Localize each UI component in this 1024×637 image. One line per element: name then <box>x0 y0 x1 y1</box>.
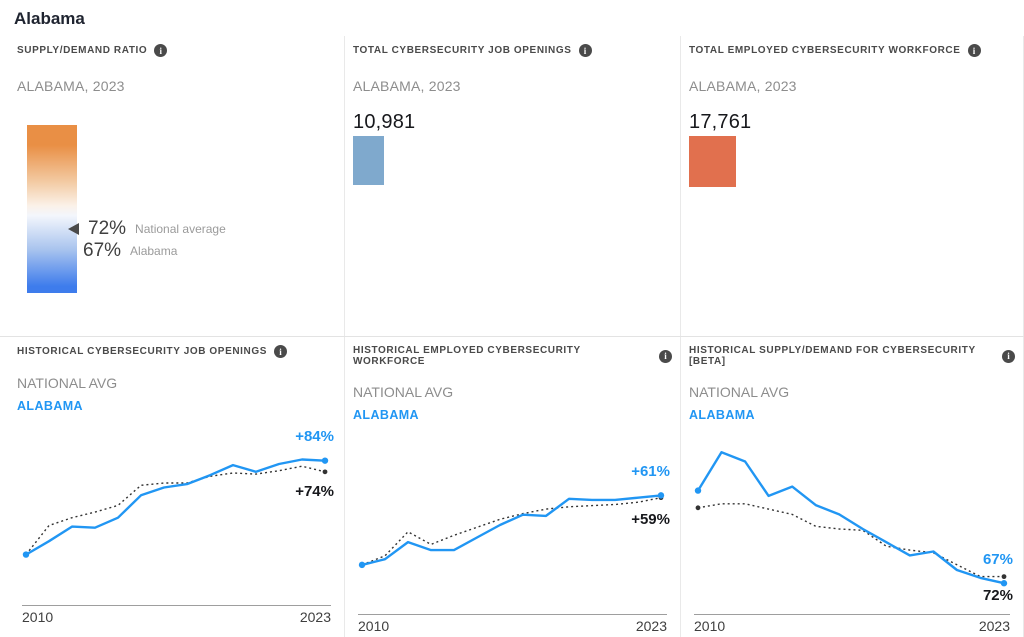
bottom-row: HISTORICAL CYBERSECURITY JOB OPENINGS i … <box>0 337 1024 637</box>
state-end-label: 67% <box>982 551 1013 568</box>
state-value: 67% <box>83 239 122 261</box>
legend-national-avg: NATIONAL AVG <box>17 375 118 391</box>
job-openings-value: 10,981 <box>353 111 416 133</box>
job-openings-panel: TOTAL CYBERSECURITY JOB OPENINGS i ALABA… <box>345 36 681 336</box>
info-icon[interactable]: i <box>659 349 672 363</box>
chart-canvas <box>22 457 329 558</box>
x-tick-start: 2010 <box>358 618 390 634</box>
x-tick-end: 2023 <box>299 609 331 625</box>
supply-demand-header: SUPPLY/DEMAND RATIO i <box>17 44 336 57</box>
panel-subtitle: ALABAMA, 2023 <box>17 78 125 94</box>
info-icon[interactable]: i <box>578 44 592 57</box>
x-tick-end: 2023 <box>978 618 1010 634</box>
panel-subtitle: ALABAMA, 2023 <box>353 78 461 94</box>
workforce-value: 17,761 <box>689 111 752 133</box>
x-tick-start: 2010 <box>694 618 726 634</box>
job-openings-bar <box>353 136 384 185</box>
national-end-label: 72% <box>982 587 1013 604</box>
top-row: SUPPLY/DEMAND RATIO i ALABAMA, 2023 72% … <box>0 36 1024 337</box>
historical-workforce-panel: HISTORICAL EMPLOYED CYBERSECURITY WORKFO… <box>345 337 681 637</box>
page-title: Alabama <box>14 9 85 28</box>
supply-demand-marker: 72% National average 67% Alabama <box>68 218 226 261</box>
job-openings-line-chart[interactable]: +84% +74% <box>22 426 334 606</box>
historical-workforce-header: HISTORICAL EMPLOYED CYBERSECURITY WORKFO… <box>353 345 672 367</box>
job-openings-header: TOTAL CYBERSECURITY JOB OPENINGS i <box>353 44 672 57</box>
panel-title: HISTORICAL SUPPLY/DEMAND FOR CYBERSECURI… <box>689 345 976 367</box>
workforce-bar <box>689 136 736 187</box>
national-end-label: +59% <box>631 511 670 528</box>
state-end-label: +84% <box>295 428 334 445</box>
legend-alabama: ALABAMA <box>353 408 419 422</box>
supply-demand-line-chart[interactable]: 67% 72% <box>694 435 1013 615</box>
chart-canvas <box>694 451 1008 587</box>
info-icon[interactable]: i <box>1002 349 1015 363</box>
historical-supply-demand-header: HISTORICAL SUPPLY/DEMAND FOR CYBERSECURI… <box>689 345 1015 367</box>
x-tick-start: 2010 <box>22 609 54 625</box>
national-end-label: +74% <box>295 483 334 500</box>
panel-title: TOTAL CYBERSECURITY JOB OPENINGS <box>353 45 572 56</box>
historical-job-openings-panel: HISTORICAL CYBERSECURITY JOB OPENINGS i … <box>9 337 345 637</box>
state-end-label: +61% <box>631 463 670 480</box>
workforce-line-chart[interactable]: +61% +59% <box>358 435 670 615</box>
panel-title: HISTORICAL EMPLOYED CYBERSECURITY WORKFO… <box>353 345 581 367</box>
legend-alabama: ALABAMA <box>689 408 755 422</box>
left-triangle-marker-icon <box>68 222 79 235</box>
workforce-header: TOTAL EMPLOYED CYBERSECURITY WORKFORCE i <box>689 44 1015 57</box>
legend-national-avg: NATIONAL AVG <box>689 384 790 400</box>
supply-demand-panel: SUPPLY/DEMAND RATIO i ALABAMA, 2023 72% … <box>9 36 345 336</box>
panel-title: HISTORICAL CYBERSECURITY JOB OPENINGS <box>17 346 268 357</box>
info-icon[interactable]: i <box>154 44 168 57</box>
panel-title: SUPPLY/DEMAND RATIO <box>17 45 148 56</box>
x-tick-end: 2023 <box>635 618 667 634</box>
state-value-row: 67% Alabama <box>83 240 226 261</box>
workforce-panel: TOTAL EMPLOYED CYBERSECURITY WORKFORCE i… <box>681 36 1024 336</box>
chart-canvas <box>358 492 665 569</box>
national-average-row: 72% National average <box>68 218 226 239</box>
panel-subtitle: ALABAMA, 2023 <box>689 78 797 94</box>
x-axis-ticks: 2010 2023 <box>694 618 1010 634</box>
panel-title: TOTAL EMPLOYED CYBERSECURITY WORKFORCE <box>689 45 961 56</box>
x-axis-ticks: 2010 2023 <box>358 618 667 634</box>
historical-supply-demand-panel: HISTORICAL SUPPLY/DEMAND FOR CYBERSECURI… <box>681 337 1024 637</box>
historical-job-openings-header: HISTORICAL CYBERSECURITY JOB OPENINGS i <box>17 345 336 358</box>
legend-alabama: ALABAMA <box>17 399 83 413</box>
info-icon[interactable]: i <box>274 345 288 358</box>
national-average-value: 72% <box>88 217 127 239</box>
state-label: Alabama <box>130 243 178 258</box>
supply-demand-gradient-bar <box>27 125 77 293</box>
info-icon[interactable]: i <box>967 44 981 57</box>
x-axis-ticks: 2010 2023 <box>22 609 331 625</box>
legend-national-avg: NATIONAL AVG <box>353 384 454 400</box>
national-average-label: National average <box>135 221 226 236</box>
